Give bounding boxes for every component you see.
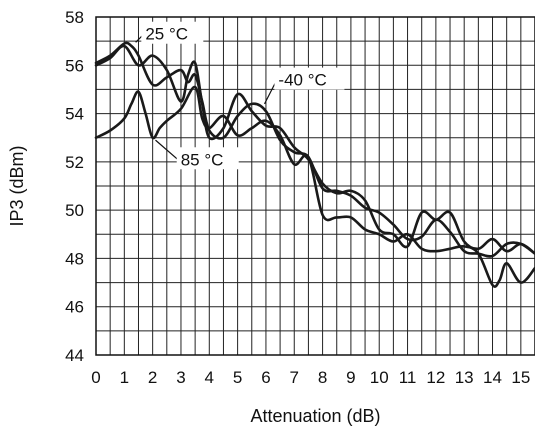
- annotation-label-bg: [141, 21, 204, 44]
- y-axis-label: IP3 (dBm): [7, 145, 27, 226]
- x-tick-labels: 0 1 2 3 4 5 6 7 8 9 10 11 12 13 14 15: [91, 368, 530, 387]
- x-tick-label: 5: [233, 368, 242, 387]
- y-tick-label: 54: [65, 105, 84, 124]
- x-tick-label: 6: [261, 368, 270, 387]
- annotation-label-bg: [176, 147, 239, 170]
- annotation-label: 25 °C: [145, 25, 188, 44]
- annotation-label: 85 °C: [181, 150, 224, 169]
- y-tick-label: 52: [65, 153, 84, 172]
- x-tick-label: 2: [148, 368, 157, 387]
- x-tick-label: 15: [511, 368, 530, 387]
- x-tick-label: 10: [370, 368, 389, 387]
- x-tick-label: 3: [176, 368, 185, 387]
- series-line-40-c: [94, 44, 535, 255]
- series-group: [94, 41, 535, 288]
- x-axis-label: Attenuation (dB): [250, 406, 380, 426]
- y-tick-label: 58: [65, 8, 84, 27]
- x-tick-label: 9: [346, 368, 355, 387]
- annotation-85-c: 85 °C: [155, 139, 239, 170]
- x-tick-label: 7: [290, 368, 299, 387]
- plot-area: [95, 16, 535, 356]
- annotation-label-bg: [274, 67, 345, 90]
- annotations: 25 °C -40 °C 85 °C: [135, 21, 345, 170]
- x-tick-label: 14: [483, 368, 502, 387]
- annotation-label: -40 °C: [278, 71, 326, 90]
- y-tick-label: 56: [65, 56, 84, 75]
- annotation-leader-line: [155, 139, 180, 161]
- y-tick-labels: 44 46 48 50 52 54 56 58: [65, 8, 84, 365]
- x-tick-label: 13: [455, 368, 474, 387]
- y-tick-label: 44: [65, 346, 84, 365]
- series-line-25-c: [94, 41, 535, 258]
- series-line-85-c: [94, 85, 535, 288]
- x-tick-label: 12: [426, 368, 445, 387]
- x-tick-label: 8: [318, 368, 327, 387]
- annotation-25-c: 25 °C: [135, 21, 204, 44]
- x-tick-label: 11: [399, 368, 417, 387]
- x-tick-label: 0: [91, 368, 100, 387]
- grid-lines: [95, 16, 535, 356]
- x-tick-label: 1: [120, 368, 129, 387]
- y-tick-label: 46: [65, 298, 84, 317]
- y-tick-label: 48: [65, 249, 84, 268]
- annotation-40-c: -40 °C: [263, 67, 345, 105]
- y-tick-label: 50: [65, 201, 84, 220]
- x-tick-label: 4: [205, 368, 214, 387]
